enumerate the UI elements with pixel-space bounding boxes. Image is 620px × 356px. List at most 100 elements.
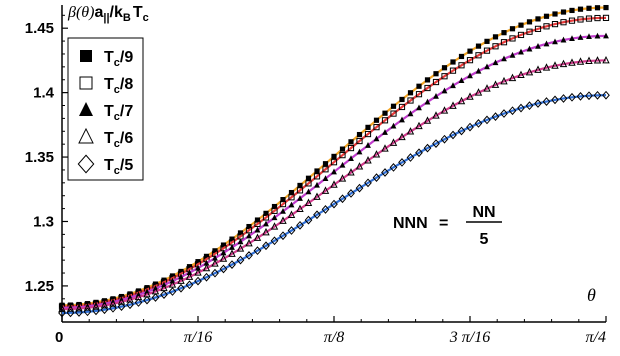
data-point xyxy=(594,14,601,22)
data-point xyxy=(483,84,491,92)
data-point xyxy=(602,90,610,100)
data-point xyxy=(535,16,541,22)
data-point xyxy=(466,122,474,132)
data-point xyxy=(441,73,448,80)
data-point xyxy=(525,101,534,111)
data-point xyxy=(594,32,601,39)
x-ticks: 0 π/16 π/8 3 π/16 π/4 xyxy=(55,316,607,346)
data-point xyxy=(492,43,499,50)
data-point xyxy=(517,31,525,39)
data-point xyxy=(424,98,431,105)
data-point xyxy=(279,201,287,208)
data-point xyxy=(202,263,211,272)
data-point xyxy=(415,148,423,158)
data-point xyxy=(245,251,253,260)
data-point xyxy=(304,215,313,225)
data-point xyxy=(219,254,228,262)
data-point xyxy=(508,106,517,116)
data-point xyxy=(543,23,550,30)
data-point xyxy=(458,53,465,60)
data-point xyxy=(560,19,567,26)
data-point xyxy=(423,143,432,153)
data-point xyxy=(288,194,295,201)
data-point xyxy=(415,121,423,130)
data-point xyxy=(373,124,380,131)
data-point xyxy=(399,96,405,103)
data-point xyxy=(271,203,278,210)
data-point xyxy=(416,83,422,89)
data-point xyxy=(372,150,381,158)
data-point xyxy=(314,181,320,188)
data-point xyxy=(483,47,491,54)
data-point xyxy=(287,226,296,235)
data-point xyxy=(602,14,610,21)
data-point xyxy=(330,180,338,188)
data-point xyxy=(568,92,576,102)
data-point xyxy=(58,308,66,318)
data-point xyxy=(577,16,584,23)
data-point xyxy=(389,163,398,172)
data-point xyxy=(551,95,559,105)
y-label-a-sub: || xyxy=(103,12,109,24)
y-tick-label: 1.45 xyxy=(25,20,54,37)
data-point xyxy=(246,232,252,239)
data-point xyxy=(534,65,542,73)
data-point xyxy=(373,135,380,142)
y-label-tc-sub: c xyxy=(143,12,149,24)
data-point xyxy=(305,188,312,195)
x-tick-label: π/16 xyxy=(184,329,212,346)
data-point xyxy=(390,110,397,117)
data-point xyxy=(313,192,321,200)
data-point xyxy=(407,97,414,104)
data-point xyxy=(509,51,516,58)
data-point xyxy=(356,137,363,145)
data-point xyxy=(254,217,261,223)
data-point xyxy=(518,48,524,55)
data-point xyxy=(168,287,177,296)
data-point xyxy=(228,249,236,257)
data-point xyxy=(229,236,235,242)
data-point xyxy=(526,19,533,25)
data-point xyxy=(331,168,337,175)
data-point xyxy=(322,161,329,167)
legend-marker xyxy=(79,76,93,90)
data-point xyxy=(305,175,312,181)
data-point xyxy=(355,183,364,193)
data-point xyxy=(552,11,558,17)
data-point xyxy=(356,148,363,155)
data-point xyxy=(288,201,295,208)
data-point xyxy=(543,13,550,19)
data-point xyxy=(500,39,508,46)
data-point xyxy=(406,153,415,162)
y-label-kb-sub: B xyxy=(123,12,131,24)
data-point xyxy=(365,124,371,130)
data-point xyxy=(100,300,109,309)
data-point xyxy=(457,126,466,136)
data-point xyxy=(475,67,482,74)
data-point xyxy=(568,17,576,24)
data-point xyxy=(441,65,448,71)
data-point xyxy=(585,15,593,22)
data-point xyxy=(253,233,262,241)
data-point xyxy=(398,158,406,167)
data-point xyxy=(602,55,610,64)
data-point xyxy=(441,87,448,94)
data-point xyxy=(576,57,585,65)
data-point xyxy=(229,244,235,250)
data-point xyxy=(347,144,355,152)
data-point xyxy=(440,134,449,144)
data-point xyxy=(245,238,253,247)
legend-label-tail: /8 xyxy=(120,76,133,93)
legend-label: Tc/8 xyxy=(104,76,133,96)
data-point xyxy=(194,276,202,286)
data-point xyxy=(296,204,304,212)
legend-label-sub: c xyxy=(114,57,120,69)
data-point xyxy=(508,73,517,82)
legend-label: Tc/7 xyxy=(104,103,133,123)
data-point xyxy=(474,119,483,128)
data-point xyxy=(433,93,439,99)
data-point xyxy=(576,91,585,101)
data-point xyxy=(424,84,431,92)
data-point xyxy=(220,249,227,256)
data-point xyxy=(398,103,406,111)
